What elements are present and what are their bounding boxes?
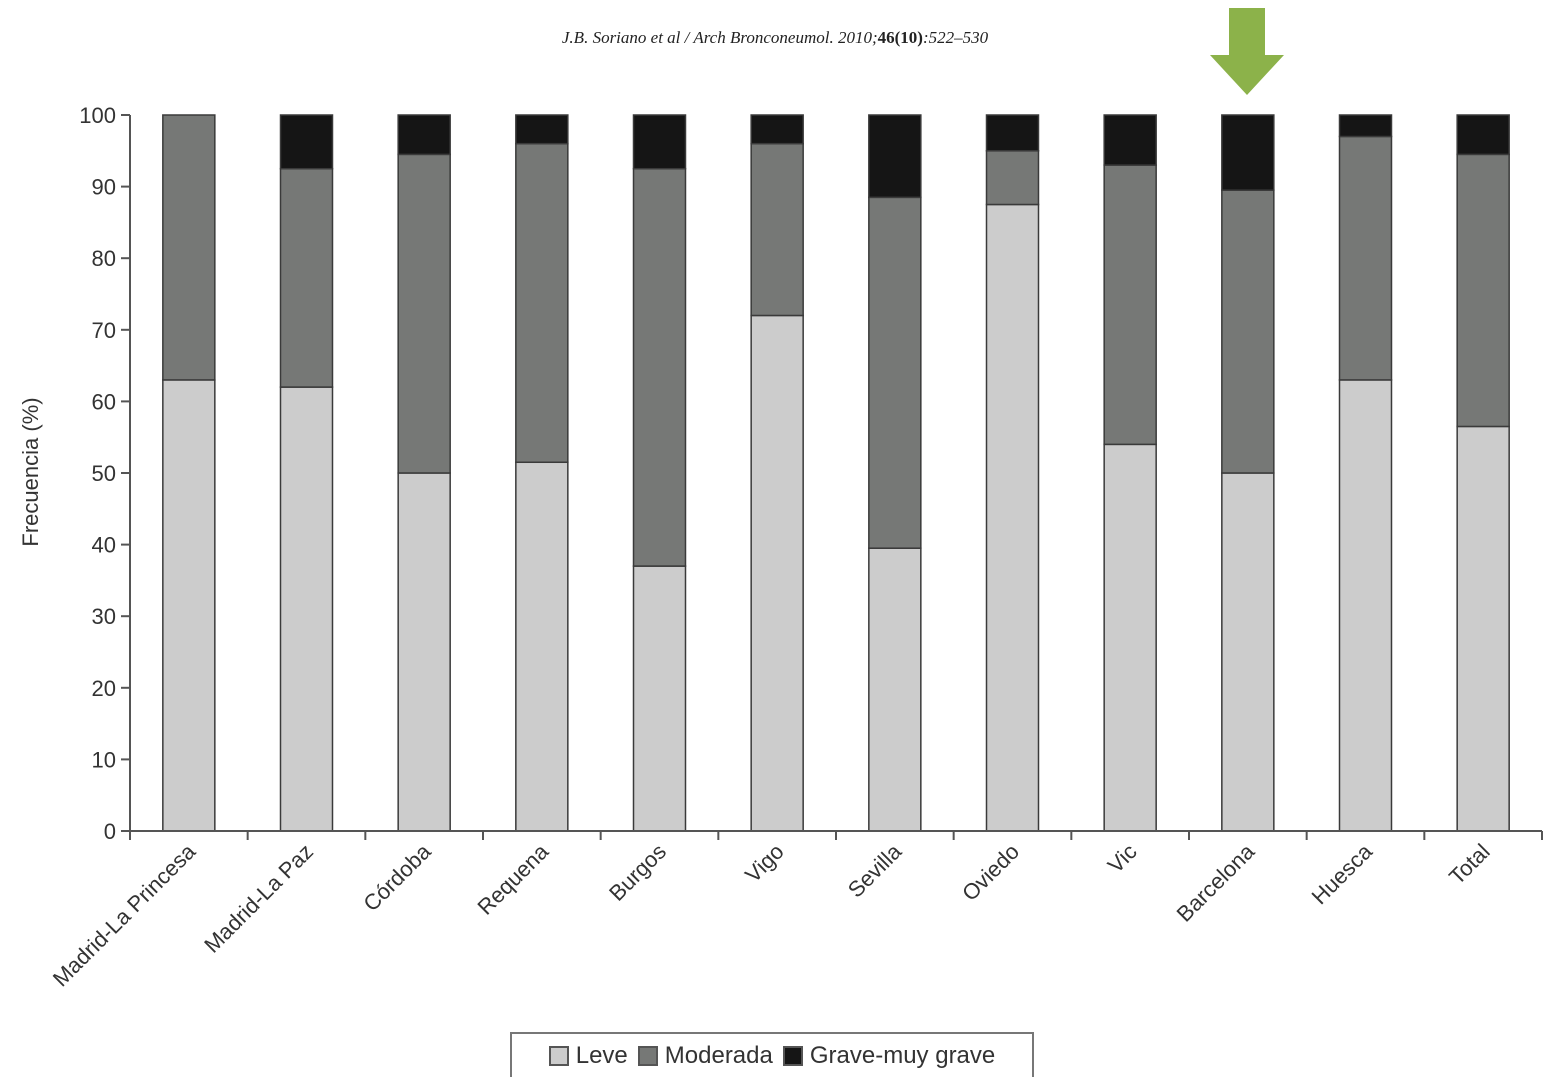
bar-moderada-6 xyxy=(868,196,922,549)
citation-authors: J.B. Soriano et al / Arch Bronconeumol. … xyxy=(561,28,878,47)
x-tick-label: Barcelona xyxy=(1172,838,1260,926)
y-tick-label: 80 xyxy=(92,246,116,271)
bar-moderada-8 xyxy=(1103,164,1157,446)
bar-leve-2 xyxy=(397,472,451,832)
bar-moderada-0 xyxy=(162,114,216,381)
y-tick-label: 30 xyxy=(92,604,116,629)
bar-moderada-7 xyxy=(985,150,1040,206)
bar-grave-10 xyxy=(1338,114,1393,138)
bar-leve-0 xyxy=(162,379,216,832)
bar-leve-4 xyxy=(632,565,687,832)
bar-moderada-3 xyxy=(515,142,569,464)
arrow-icon xyxy=(1210,8,1284,95)
legend-item-moderada: Moderada xyxy=(637,1041,773,1070)
bar-grave-6 xyxy=(868,114,922,199)
bar-grave-3 xyxy=(515,114,569,145)
bar-moderada-9 xyxy=(1221,189,1275,474)
x-tick-label: Córdoba xyxy=(358,838,436,916)
legend-swatch-moderada xyxy=(637,1045,658,1066)
x-tick-label: Madrid-La Paz xyxy=(199,839,318,958)
legend-label-grave: Grave-muy grave xyxy=(809,1041,996,1069)
y-tick-label: 70 xyxy=(92,318,116,343)
x-tick-label: Sevilla xyxy=(843,838,907,902)
y-tick-label: 60 xyxy=(92,389,116,414)
x-tick-label: Requena xyxy=(473,838,554,919)
bar-leve-10 xyxy=(1338,379,1393,832)
x-tick-label: Vic xyxy=(1103,839,1142,878)
bar-moderada-1 xyxy=(279,167,334,388)
bar-grave-8 xyxy=(1103,114,1157,166)
y-tick-label: 0 xyxy=(104,819,116,844)
bar-moderada-4 xyxy=(632,167,687,567)
bar-leve-1 xyxy=(279,386,334,832)
bars-group xyxy=(162,114,1510,832)
x-tick-label: Oviedo xyxy=(957,839,1024,906)
bar-moderada-2 xyxy=(397,153,451,474)
bar-grave-11 xyxy=(1456,114,1510,156)
y-tick-label: 40 xyxy=(92,533,116,558)
legend: Leve Moderada Grave-muy grave xyxy=(510,1032,1034,1077)
x-tick-label: Huesca xyxy=(1307,838,1378,909)
citation: J.B. Soriano et al / Arch Bronconeumol. … xyxy=(0,28,1550,48)
y-axis-label: Frecuencia (%) xyxy=(18,397,43,546)
bar-grave-4 xyxy=(632,114,687,170)
legend-swatch-grave xyxy=(782,1045,803,1066)
bar-leve-11 xyxy=(1456,425,1510,832)
bar-leve-8 xyxy=(1103,443,1157,832)
legend-label-leve: Leve xyxy=(575,1041,628,1069)
bar-leve-5 xyxy=(750,314,804,832)
bar-leve-3 xyxy=(515,461,569,832)
bar-grave-2 xyxy=(397,114,451,156)
bar-leve-7 xyxy=(985,203,1040,832)
bar-grave-1 xyxy=(279,114,334,170)
bar-moderada-11 xyxy=(1456,153,1510,428)
bar-grave-9 xyxy=(1221,114,1275,191)
legend-item-grave: Grave-muy grave xyxy=(782,1041,996,1070)
x-tick-label: Burgos xyxy=(604,839,671,906)
citation-issue: (10) xyxy=(894,28,923,47)
x-tick-label: Madrid-La Princesa xyxy=(48,838,201,991)
y-tick-label: 90 xyxy=(92,175,116,200)
bar-moderada-5 xyxy=(750,142,804,317)
x-tick-label: Total xyxy=(1444,839,1495,890)
legend-label-moderada: Moderada xyxy=(664,1041,773,1069)
bar-grave-7 xyxy=(985,114,1040,152)
bar-leve-6 xyxy=(868,547,922,832)
citation-volume: 46 xyxy=(877,28,895,47)
x-tick-label: Vigo xyxy=(740,839,789,888)
bar-moderada-10 xyxy=(1338,135,1393,381)
y-tick-label: 10 xyxy=(92,747,116,772)
y-tick-label: 20 xyxy=(92,676,116,701)
y-tick-label: 100 xyxy=(79,103,116,128)
y-tick-label: 50 xyxy=(92,461,116,486)
bar-grave-5 xyxy=(750,114,804,145)
legend-swatch-leve xyxy=(548,1045,569,1066)
citation-pages: :522–530 xyxy=(922,28,989,47)
bar-leve-9 xyxy=(1221,472,1275,832)
legend-item-leve: Leve xyxy=(548,1041,628,1070)
